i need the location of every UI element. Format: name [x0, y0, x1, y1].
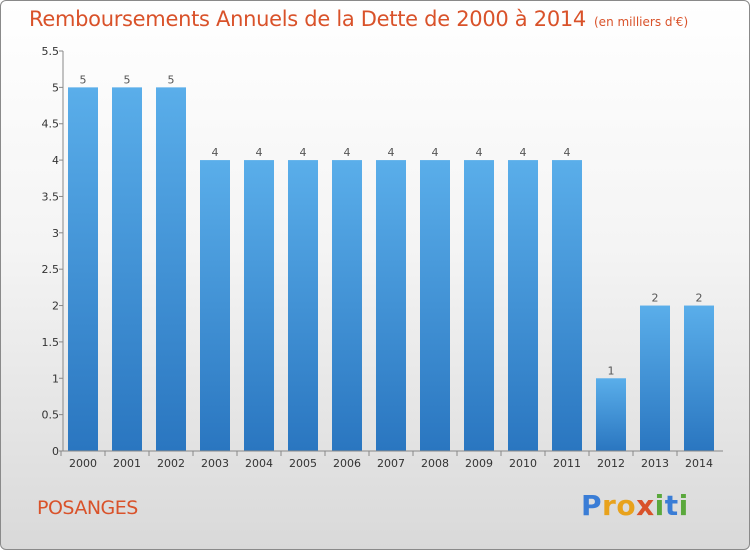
data-label-2006: 4 — [344, 146, 351, 159]
bar-2014 — [684, 305, 714, 451]
x-tick-label-2010: 2010 — [509, 457, 537, 470]
x-tick-label-2006: 2006 — [333, 457, 361, 470]
data-label-2002: 5 — [168, 73, 175, 86]
y-tick-label-3.5: 3.5 — [42, 190, 60, 203]
bar-2010 — [508, 160, 538, 451]
chart-title: Remboursements Annuels de la Dette de 20… — [29, 7, 688, 31]
bar-2012 — [596, 378, 626, 451]
bar-2004 — [244, 160, 274, 451]
x-tick-label-2011: 2011 — [553, 457, 581, 470]
y-tick-label-0.5: 0.5 — [42, 409, 60, 422]
bar-2005 — [288, 160, 318, 451]
x-tick-label-2013: 2013 — [641, 457, 669, 470]
bar-2007 — [376, 160, 406, 451]
data-label-2013: 2 — [652, 292, 659, 305]
bar-2008 — [420, 160, 450, 451]
chart-unit: (en milliers d'€) — [594, 15, 689, 29]
y-tick-label-1: 1 — [52, 372, 59, 385]
x-tick-label-2000: 2000 — [69, 457, 97, 470]
data-label-2005: 4 — [300, 146, 307, 159]
bar-2002 — [156, 87, 186, 451]
x-tick-label-2007: 2007 — [377, 457, 405, 470]
data-label-2014: 2 — [696, 292, 703, 305]
bar-2003 — [200, 160, 230, 451]
x-tick-label-2005: 2005 — [289, 457, 317, 470]
bars: 5 5 5 4 4 4 4 4 4 4 4 4 1 2 2 — [68, 73, 714, 451]
data-label-2012: 1 — [608, 364, 615, 377]
bar-2009 — [464, 160, 494, 451]
y-tick-label-1.5: 1.5 — [42, 336, 60, 349]
x-tick-label-2008: 2008 — [421, 457, 449, 470]
y-tick-label-3: 3 — [52, 227, 59, 240]
data-label-2010: 4 — [520, 146, 527, 159]
bar-2013 — [640, 305, 670, 451]
x-tick-label-2004: 2004 — [245, 457, 273, 470]
x-tick-label-2002: 2002 — [157, 457, 185, 470]
y-tick-label-4: 4 — [52, 154, 59, 167]
bar-2006 — [332, 160, 362, 451]
bar-2000 — [68, 87, 98, 451]
x-tick-label-2014: 2014 — [685, 457, 713, 470]
x-tick-label-2009: 2009 — [465, 457, 493, 470]
x-tick-label-2001: 2001 — [113, 457, 141, 470]
y-tick-label-5.5: 5.5 — [42, 45, 60, 58]
data-label-2011: 4 — [564, 146, 571, 159]
data-label-2009: 4 — [476, 146, 483, 159]
data-label-2001: 5 — [124, 73, 131, 86]
chart-title-text: Remboursements Annuels de la Dette de 20… — [29, 7, 586, 31]
data-label-2003: 4 — [212, 146, 219, 159]
data-label-2000: 5 — [80, 73, 87, 86]
bar-2011 — [552, 160, 582, 451]
x-tick-label-2012: 2012 — [597, 457, 625, 470]
commune-name: POSANGES — [37, 497, 138, 519]
y-tick-label-5: 5 — [52, 81, 59, 94]
y-tick-label-0: 0 — [52, 445, 59, 458]
y-tick-label-2: 2 — [52, 300, 59, 313]
y-tick-label-2.5: 2.5 — [42, 263, 60, 276]
y-tick-label-4.5: 4.5 — [42, 118, 60, 131]
axes: 2000 2001 2002 2003 2004 2005 2006 2007 2008 2009… — [42, 45, 723, 470]
data-label-2007: 4 — [388, 146, 395, 159]
data-label-2004: 4 — [256, 146, 263, 159]
bar-2001 — [112, 87, 142, 451]
data-label-2008: 4 — [432, 146, 439, 159]
proxiti-logo: Proxiti — [581, 489, 689, 522]
x-tick-label-2003: 2003 — [201, 457, 229, 470]
